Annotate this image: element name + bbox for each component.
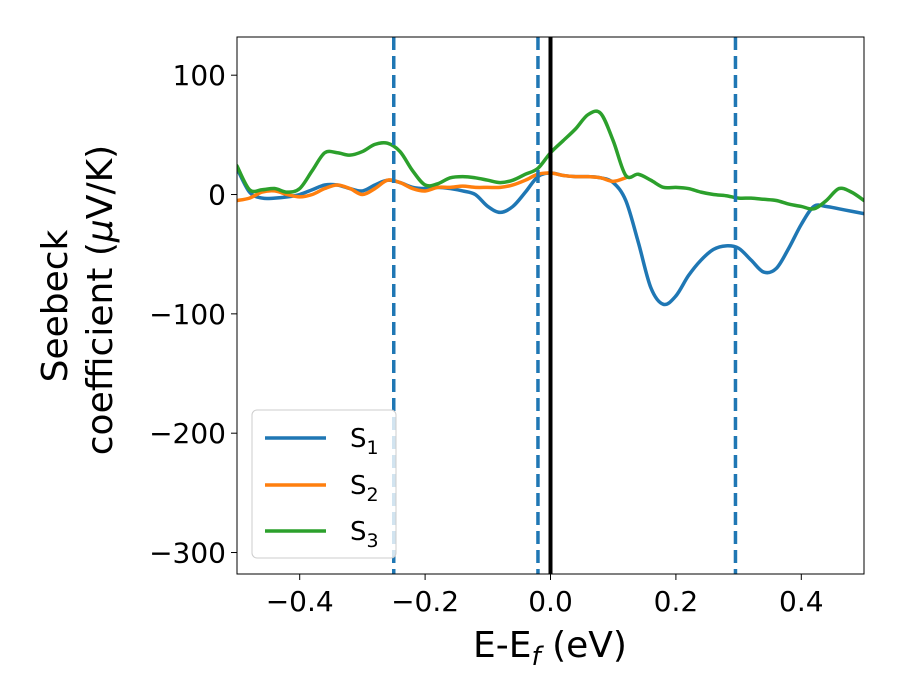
legend-label-s2: S2	[350, 471, 379, 506]
legend: S1 S2 S3	[251, 409, 397, 559]
ticks: −0.4 −0.2 0.0 0.2 0.4 100 0 −100 −200 −300	[149, 59, 823, 618]
y-axis-label-line1: Seebeck	[35, 229, 76, 382]
x-tick-label: 0.4	[779, 585, 824, 618]
x-tick-label: 0.2	[654, 585, 699, 618]
y-tick-label: −100	[149, 298, 226, 331]
y-axis-label-line2: coefficient (μV/K)	[80, 145, 121, 455]
y-tick-label: −200	[149, 417, 226, 450]
legend-label-s3: S3	[350, 517, 379, 552]
x-axis-label: E-Ef (eV)	[473, 625, 627, 672]
x-tick-label: −0.2	[391, 585, 459, 618]
plot-area	[237, 37, 864, 574]
x-tick-label: 0.0	[528, 585, 573, 618]
x-tick-label: −0.4	[266, 585, 334, 618]
y-tick-label: 0	[208, 179, 226, 212]
y-tick-label: −300	[149, 537, 226, 570]
legend-label-s1: S1	[350, 424, 379, 459]
y-tick-label: 100	[173, 59, 226, 92]
series-line-s2	[237, 171, 628, 203]
